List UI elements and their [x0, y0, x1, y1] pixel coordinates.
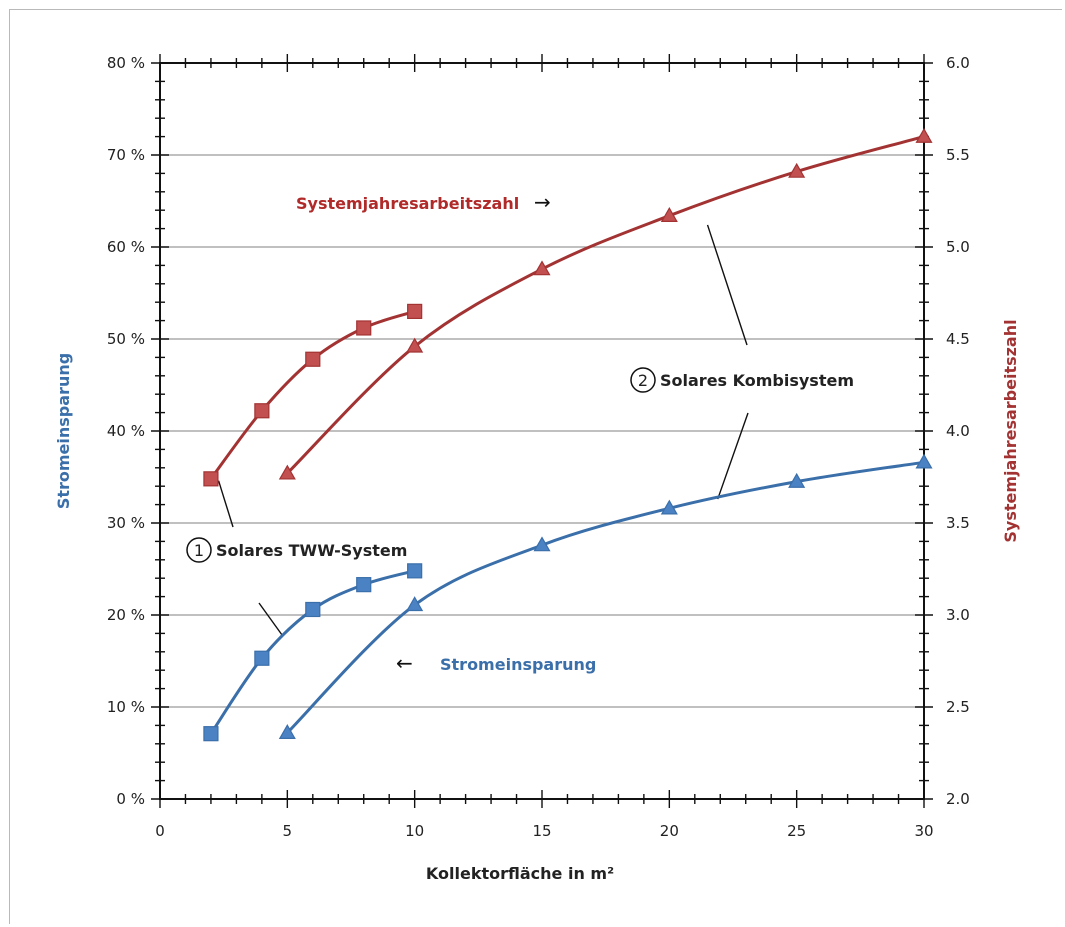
label-solares-tww-system: Solares TWW-System — [216, 541, 407, 560]
leader-line — [706, 224, 748, 346]
arrow-right-icon: → — [534, 190, 551, 214]
series-3-point — [254, 403, 270, 419]
series-4-point — [533, 260, 551, 276]
series-1-point — [254, 650, 270, 666]
y-left-tick-label: 70 % — [107, 146, 145, 164]
series-4-point — [278, 464, 296, 480]
y-right-tick-label: 6.0 — [946, 54, 970, 72]
label-stromeinsparung: Stromeinsparung — [440, 655, 596, 674]
series-1-point — [356, 577, 372, 593]
y-left-tick-label: 30 % — [107, 514, 145, 532]
label-systemjahresarbeitszahl: Systemjahresarbeitszahl — [296, 194, 519, 213]
y-axis-right-title: Systemjahresarbeitszahl — [1001, 319, 1020, 542]
y-right-tick-label: 3.5 — [946, 514, 970, 532]
y-left-tick-label: 80 % — [107, 54, 145, 72]
y-left-tick-label: 20 % — [107, 606, 145, 624]
x-tick-label: 25 — [787, 822, 806, 840]
series-2-point — [406, 596, 424, 612]
annotation-sjaz: Systemjahresarbeitszahl → — [296, 190, 551, 214]
series-3-point — [407, 303, 423, 319]
series-3-point — [356, 320, 372, 336]
number-circle-1 — [186, 537, 212, 563]
series-3-point — [203, 471, 219, 487]
figure-frame — [9, 9, 1062, 924]
series-line-2 — [285, 460, 926, 735]
series-2-point — [533, 536, 551, 552]
series-4-point — [406, 337, 424, 353]
x-tick-label: 15 — [532, 822, 551, 840]
y-right-tick-label: 5.5 — [946, 146, 970, 164]
y-right-tick-label: 3.0 — [946, 606, 970, 624]
series-1-point — [305, 601, 321, 618]
number-1: 1 — [194, 541, 204, 560]
series-4-point — [788, 162, 806, 178]
y-right-tick-label: 5.0 — [946, 238, 970, 256]
number-2: 2 — [638, 371, 648, 390]
series-1-point — [407, 563, 423, 579]
y-left-tick-label: 0 % — [116, 790, 145, 808]
leader-line — [258, 602, 283, 636]
series-2-point — [278, 724, 296, 739]
series-2-point — [788, 472, 806, 488]
ticks — [151, 54, 933, 808]
y-left-tick-label: 60 % — [107, 238, 145, 256]
x-axis-title: Kollektorfläche in m² — [426, 864, 614, 883]
series-layer — [203, 127, 933, 742]
x-tick-label: 0 — [155, 822, 165, 840]
label-solares-kombisystem: Solares Kombisystem — [660, 371, 854, 390]
annotation-system-2: 2 Solares Kombisystem — [630, 367, 854, 393]
x-tick-label: 30 — [914, 822, 933, 840]
x-tick-label: 20 — [660, 822, 679, 840]
series-4-point — [660, 207, 678, 222]
series-4-point — [915, 127, 933, 143]
x-tick-label: 10 — [405, 822, 424, 840]
series-2-point — [660, 499, 678, 515]
annotation-strom: ← Stromeinsparung — [396, 651, 596, 675]
annotation-system-1: 1 Solares TWW-System — [186, 537, 407, 563]
y-right-tick-label: 4.0 — [946, 422, 970, 440]
series-1-point — [203, 726, 219, 742]
series-3-point — [305, 351, 321, 367]
x-tick-label: 5 — [283, 822, 293, 840]
series-line-4 — [285, 135, 926, 475]
y-right-tick-label: 4.5 — [946, 330, 970, 348]
y-right-tick-label: 2.0 — [946, 790, 970, 808]
y-right-tick-label: 2.5 — [946, 698, 970, 716]
tick-labels: 0 % 10 % 20 % 30 % 40 % 50 % 60 % 70 % 80 % 2.0 2.… — [107, 54, 970, 840]
y-axis-left-title: Stromeinsparung — [54, 353, 73, 509]
y-left-tick-label: 40 % — [107, 422, 145, 440]
arrow-left-icon: ← — [396, 651, 413, 675]
leader-line — [217, 480, 234, 528]
series-2-point — [915, 453, 933, 469]
grid — [160, 154, 924, 708]
leader-lines — [217, 224, 749, 636]
number-circle-2 — [630, 367, 656, 393]
y-left-tick-label: 50 % — [107, 330, 145, 348]
y-left-tick-label: 10 % — [107, 698, 145, 716]
leader-line — [717, 412, 749, 500]
